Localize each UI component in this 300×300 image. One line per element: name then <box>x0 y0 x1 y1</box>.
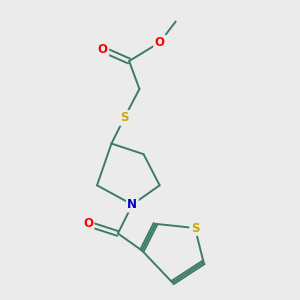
Text: O: O <box>83 218 93 230</box>
Text: O: O <box>98 43 108 56</box>
Text: S: S <box>191 221 199 235</box>
Text: O: O <box>154 36 165 49</box>
Text: N: N <box>127 198 137 211</box>
Text: S: S <box>120 111 129 124</box>
